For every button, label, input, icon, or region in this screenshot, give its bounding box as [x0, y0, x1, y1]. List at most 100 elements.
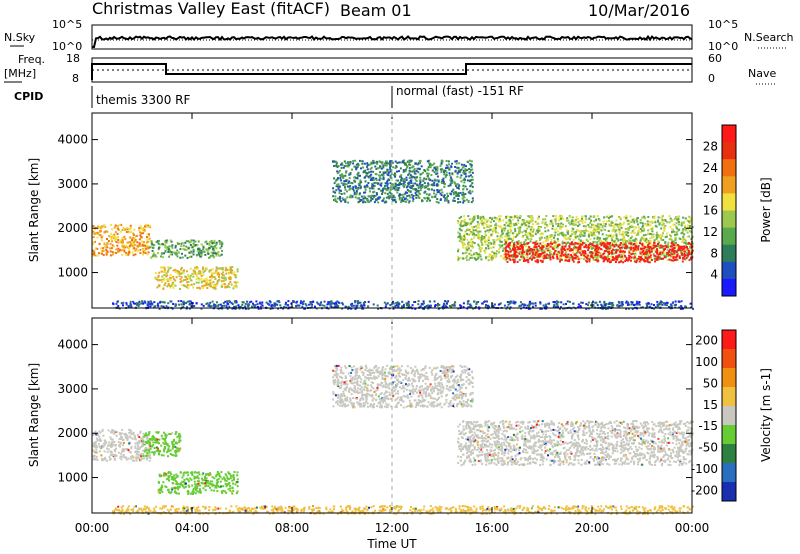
- power-data-cell: [475, 303, 478, 305]
- power-data-cell: [212, 272, 214, 275]
- power-data-cell: [139, 252, 142, 255]
- power-data-cell: [437, 180, 440, 183]
- power-data-cell: [565, 242, 568, 245]
- power-data-cell: [168, 255, 171, 258]
- power-data-cell: [593, 227, 596, 230]
- power-data-cell: [585, 244, 587, 247]
- power-data-cell: [198, 286, 201, 289]
- power-data-cell: [171, 307, 174, 310]
- power-data-cell: [603, 300, 606, 303]
- power-data-cell: [187, 274, 190, 277]
- power-data-cell: [517, 246, 520, 249]
- power-data-cell: [117, 300, 119, 303]
- power-data-cell: [354, 307, 357, 310]
- power-data-cell: [615, 251, 618, 254]
- power-data-cell: [398, 303, 401, 305]
- power-data-cell: [457, 169, 460, 172]
- power-data-cell: [664, 219, 667, 222]
- power-data-cell: [383, 301, 386, 304]
- power-data-cell: [251, 305, 253, 308]
- power-data-cell: [618, 302, 621, 305]
- power-data-cell: [609, 241, 611, 244]
- power-data-cell: [517, 227, 520, 230]
- power-data-cell: [668, 306, 670, 308]
- power-data-cell: [562, 232, 565, 235]
- power-data-cell: [471, 220, 474, 223]
- power-data-cell: [414, 162, 417, 165]
- power-data-cell: [507, 246, 510, 249]
- power-data-cell: [401, 198, 404, 201]
- power-data-cell: [115, 240, 118, 243]
- power-data-cell: [125, 303, 128, 306]
- power-data-cell: [237, 305, 240, 308]
- power-data-cell: [494, 225, 497, 228]
- power-data-cell: [172, 286, 175, 289]
- power-data-cell: [555, 244, 558, 246]
- power-data-cell: [402, 169, 405, 172]
- power-data-cell: [206, 283, 209, 286]
- power-data-cell: [364, 180, 367, 183]
- power-data-cell: [629, 237, 632, 240]
- power-data-cell: [498, 218, 501, 221]
- power-data-cell: [188, 307, 191, 310]
- power-data-cell: [480, 238, 483, 241]
- power-data-cell: [477, 215, 479, 218]
- power-data-cell: [653, 239, 656, 242]
- power-data-cell: [678, 221, 680, 223]
- power-data-cell: [130, 227, 132, 229]
- power-data-cell: [129, 303, 132, 306]
- power-data-cell: [348, 162, 351, 165]
- power-data-cell: [653, 304, 655, 306]
- power-data-cell: [631, 224, 633, 227]
- sky-label: N.Sky: [4, 31, 36, 44]
- power-data-cell: [418, 192, 421, 195]
- power-data-cell: [688, 253, 691, 256]
- power-data-cell: [481, 236, 484, 239]
- power-data-cell: [128, 227, 131, 230]
- power-colorbar-tick: 20: [703, 182, 718, 196]
- power-data-cell: [602, 220, 605, 223]
- power-data-cell: [628, 256, 631, 259]
- power-data-cell: [433, 162, 436, 165]
- power-data-cell: [442, 195, 445, 198]
- power-data-cell: [555, 257, 558, 260]
- power-data-cell: [507, 220, 510, 223]
- power-data-cell: [502, 249, 505, 252]
- power-data-cell: [648, 232, 651, 235]
- power-data-cell: [531, 248, 534, 251]
- power-data-cell: [131, 251, 134, 254]
- power-colorbar-tick: 28: [703, 139, 718, 153]
- power-data-cell: [478, 230, 481, 233]
- power-data-cell: [219, 243, 221, 245]
- power-data-cell: [576, 255, 579, 258]
- power-data-cell: [602, 253, 605, 256]
- power-data-cell: [638, 303, 641, 306]
- power-data-cell: [606, 247, 609, 250]
- power-data-cell: [608, 219, 611, 222]
- power-data-cell: [469, 240, 472, 243]
- power-data-cell: [574, 233, 577, 235]
- power-data-cell: [463, 218, 466, 221]
- power-data-cell: [226, 302, 229, 305]
- power-data-cell: [600, 242, 603, 245]
- power-data-cell: [385, 164, 388, 167]
- power-data-cell: [637, 223, 639, 226]
- power-data-cell: [544, 230, 547, 233]
- power-data-cell: [180, 242, 183, 245]
- power-data-cell: [486, 229, 489, 232]
- power-data-cell: [608, 224, 611, 227]
- power-data-cell: [619, 216, 622, 219]
- power-data-cell: [171, 247, 174, 250]
- power-data-cell: [92, 230, 95, 233]
- power-data-cell: [566, 248, 569, 251]
- power-data-cell: [498, 248, 500, 251]
- power-data-cell: [352, 304, 355, 307]
- power-data-cell: [625, 215, 628, 217]
- power-data-cell: [168, 267, 171, 270]
- power-data-cell: [169, 250, 172, 253]
- power-data-cell: [646, 241, 649, 244]
- power-data-cell: [434, 304, 437, 306]
- power-data-cell: [167, 246, 169, 249]
- power-data-cell: [445, 164, 448, 167]
- power-data-cell: [355, 304, 358, 307]
